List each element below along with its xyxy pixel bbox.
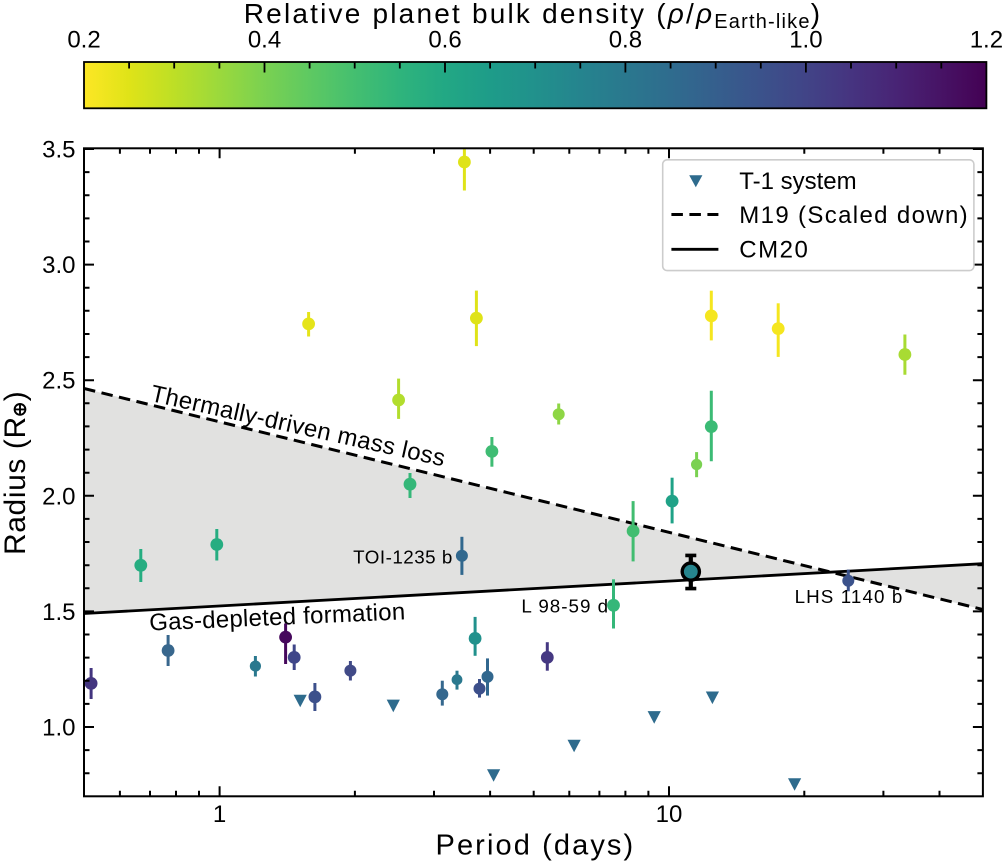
svg-text:0.4: 0.4 xyxy=(248,27,281,54)
svg-text:LHS 1140 b: LHS 1140 b xyxy=(795,586,904,607)
svg-text:1.5: 1.5 xyxy=(42,599,75,626)
svg-text:Period (days): Period (days) xyxy=(436,830,636,862)
svg-text:TOI-1235 b: TOI-1235 b xyxy=(353,547,453,568)
svg-text:1.0: 1.0 xyxy=(789,27,822,54)
svg-text:0.6: 0.6 xyxy=(428,27,461,54)
svg-text:): ) xyxy=(0,391,32,401)
svg-text:3.0: 3.0 xyxy=(42,252,75,279)
svg-text:CM20: CM20 xyxy=(739,237,809,264)
svg-text:Relative planet bulk density (: Relative planet bulk density (ρ/ρEarth-l… xyxy=(244,0,822,33)
svg-text:2.5: 2.5 xyxy=(42,368,75,395)
svg-text:M19 (Scaled down): M19 (Scaled down) xyxy=(739,202,969,229)
svg-text:L 98-59 d: L 98-59 d xyxy=(521,595,609,616)
svg-text:Radius (R: Radius (R xyxy=(0,416,32,555)
svg-text:T-1 system: T-1 system xyxy=(739,168,856,195)
svg-text:1.2: 1.2 xyxy=(970,27,1003,54)
svg-text:3.5: 3.5 xyxy=(42,137,75,164)
svg-text:1: 1 xyxy=(213,801,226,828)
svg-text:0.8: 0.8 xyxy=(609,27,642,54)
svg-text:10: 10 xyxy=(656,801,683,828)
svg-text:2.0: 2.0 xyxy=(42,483,75,510)
svg-text:1.0: 1.0 xyxy=(42,715,75,742)
svg-text:0.2: 0.2 xyxy=(67,27,100,54)
